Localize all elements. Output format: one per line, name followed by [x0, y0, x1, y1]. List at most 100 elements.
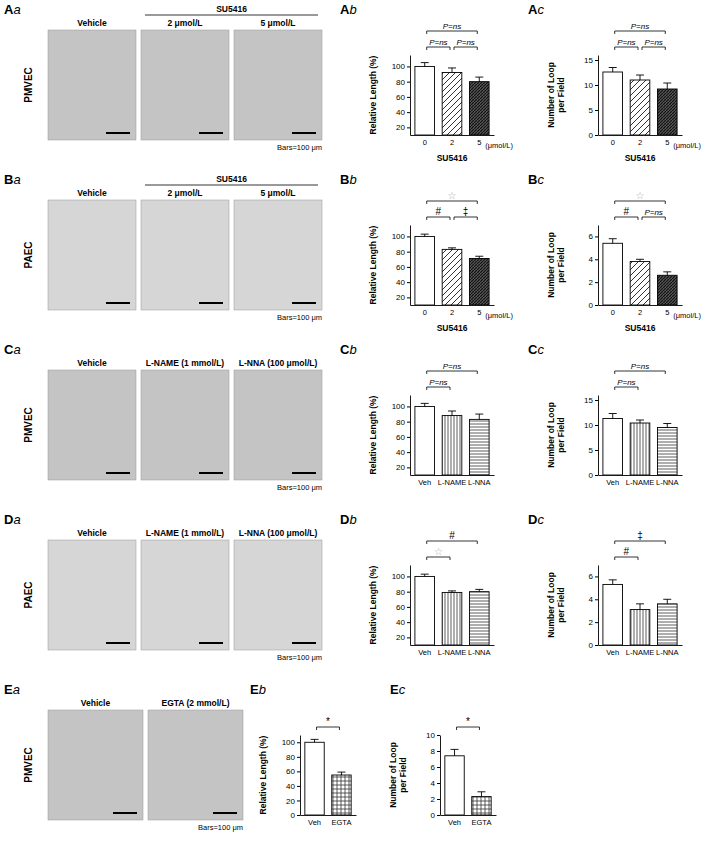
error-bar [451, 749, 459, 755]
x-axis-line [599, 305, 683, 306]
y-tick-mark [437, 735, 440, 736]
y-tick-label: 5 [589, 446, 594, 455]
error-bar [609, 68, 617, 73]
error-bar-stem [452, 411, 453, 416]
error-bar [636, 259, 644, 261]
error-bar [636, 420, 644, 423]
bar [415, 236, 435, 305]
figure: AaPMVECVehicle2 μmol/L5 μmol/LSU5416Bars… [0, 0, 712, 856]
scale-bar-label: Bars=100 μm [277, 143, 322, 152]
y-tick-mark [437, 751, 440, 752]
x-tick: 5 [665, 135, 669, 147]
significance-label: P=ns [631, 22, 649, 31]
bar-chart: Ab20406080100025(μmol/L)SU5416Relative L… [340, 2, 513, 163]
bar [630, 262, 650, 305]
x-tick-label: Veh [606, 478, 619, 487]
significance-bracket [642, 47, 665, 50]
error-bar-cap [451, 749, 459, 750]
y-tick: 2 [431, 795, 440, 804]
y-tick-mark [297, 786, 300, 787]
bar [630, 610, 650, 645]
significance-bracket [427, 541, 478, 544]
x-tick: L-NAME [626, 645, 654, 657]
error-bar [663, 83, 671, 89]
x-tick: Veh [418, 645, 431, 657]
bar [469, 419, 489, 475]
y-tick-label: 80 [396, 418, 405, 427]
column-label: EGTA (2 mmol/L) [162, 698, 230, 708]
y-tick-label: 2 [589, 618, 594, 627]
x-axis-line [411, 135, 495, 136]
significance-bracket [427, 31, 478, 34]
error-bar [636, 604, 644, 610]
image-panel: CaPMVECVehicleL-NAME (1 mmol/L)L-NNA (10… [4, 342, 322, 492]
y-tick-label: 0 [589, 301, 594, 310]
significance-bracket [615, 217, 638, 220]
error-bar-stem [612, 239, 613, 244]
y-axis-line [300, 736, 301, 816]
micrograph [141, 200, 229, 310]
y-axis-line [410, 566, 411, 646]
y-axis-title: Number of Loopper Field [546, 62, 566, 128]
scale-bar [292, 642, 316, 644]
x-tick: 5 [665, 305, 669, 317]
bar [469, 259, 489, 305]
scale-bar [106, 642, 130, 644]
column-label: Vehicle [77, 358, 107, 368]
y-axis-line [598, 396, 599, 476]
scale-bar [113, 812, 137, 814]
y-tick-mark [407, 236, 410, 237]
scale-bar [106, 472, 130, 474]
micrograph [148, 710, 243, 820]
error-bar [663, 424, 671, 428]
y-tick-label: 100 [392, 572, 406, 581]
y-axis-title: Relative Length (%) [368, 55, 378, 134]
error-bar [636, 75, 644, 80]
y-axis-title: Relative Length (%) [368, 395, 378, 474]
error-bar-cap [636, 259, 644, 260]
error-bar-stem [640, 75, 641, 80]
y-axis-line [410, 56, 411, 136]
error-bar-cap [475, 589, 483, 590]
error-bar [609, 414, 617, 419]
panel-label: Aa [4, 2, 21, 17]
error-bar [337, 772, 345, 775]
y-tick: 20 [396, 293, 410, 302]
y-axis-line [410, 396, 411, 476]
bar [657, 428, 677, 476]
error-bar-stem [612, 414, 613, 419]
y-tick-mark [407, 82, 410, 83]
scale-bar [199, 302, 223, 304]
bar [603, 243, 623, 305]
column-label: L-NNA (100 μmol/L) [239, 358, 318, 368]
y-tick: 6 [589, 232, 598, 241]
plot-area [603, 414, 677, 476]
micrograph [234, 200, 322, 310]
y-tick-label: 60 [286, 767, 295, 776]
panel-label: Cc [528, 342, 544, 357]
significance-label: P=ns [631, 362, 649, 371]
y-axis: 20406080100 [392, 226, 411, 306]
error-bar [448, 591, 456, 593]
y-axis-line [440, 736, 441, 816]
y-tick-mark [407, 97, 410, 98]
significance-bracket [615, 201, 666, 204]
y-tick: 40 [396, 278, 410, 287]
significance-label: ‡ [637, 530, 643, 541]
x-tick-label: 2 [638, 138, 642, 147]
error-bar-cap [448, 247, 456, 248]
row-label: PAEC [23, 581, 34, 608]
x-axis-title: SU5416 [625, 153, 656, 163]
y-tick-mark [407, 437, 410, 438]
micrograph [141, 540, 229, 650]
error-bar [311, 739, 319, 742]
y-tick-mark [595, 135, 598, 136]
x-tick-label: EGTA [472, 818, 492, 827]
error-bar [421, 63, 429, 67]
error-bar-cap [609, 238, 617, 239]
x-tick-label: 2 [638, 308, 642, 317]
y-axis-title: Number of Loopper Field [546, 572, 566, 638]
x-tick: L-NNA [468, 475, 491, 487]
x-tick: L-NAME [438, 645, 466, 657]
y-tick-label: 100 [392, 402, 406, 411]
